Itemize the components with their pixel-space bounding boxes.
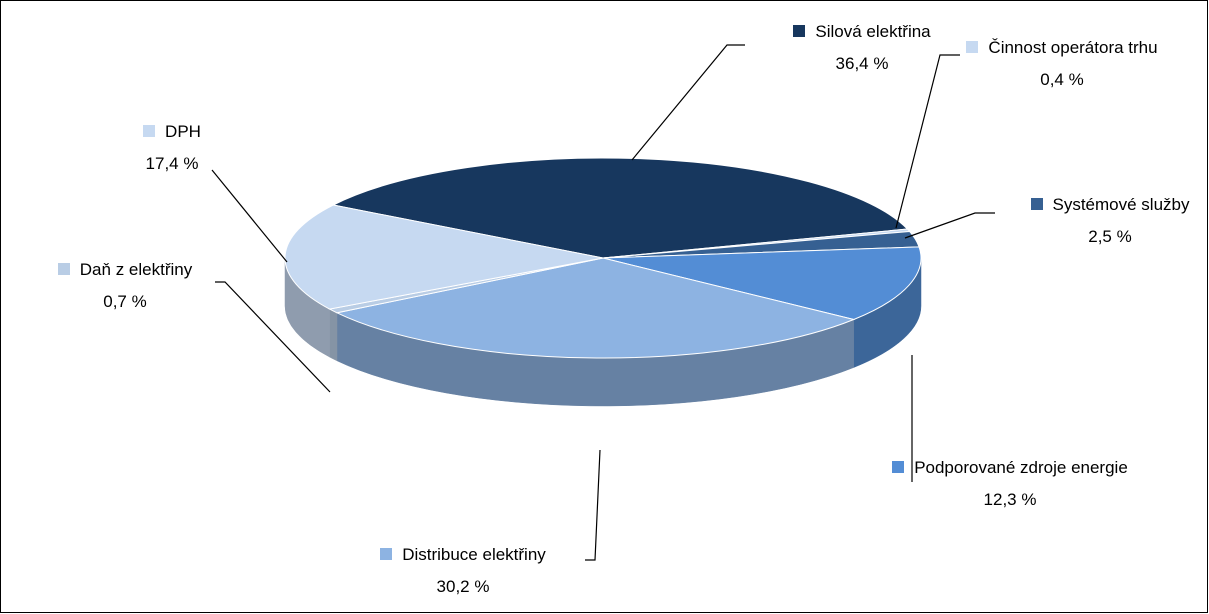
label-name-line: DPH	[102, 116, 242, 148]
value-label: 0,4 %	[1040, 70, 1084, 89]
legend-label: Silová elektřina	[815, 22, 931, 41]
leader-line	[631, 44, 745, 161]
slice-side	[329, 308, 338, 362]
value-label: 12,3 %	[983, 490, 1037, 509]
label-name-line: Daň z elektřiny	[25, 254, 225, 286]
label-name-line: Činnost operátora trhu	[962, 32, 1162, 64]
label-name-line: Distribuce elektřiny	[333, 539, 593, 571]
legend-label: Systémové služby	[1052, 195, 1190, 214]
label-name-line: Podporované zdroje energie	[890, 452, 1130, 484]
slice	[335, 257, 856, 359]
legend-label: DPH	[165, 122, 201, 141]
slice	[284, 204, 604, 310]
value-label: 0,7 %	[103, 292, 147, 311]
data-label: Podporované zdroje energie 12,3 %	[890, 452, 1130, 516]
leader-line	[585, 449, 601, 561]
slice	[602, 246, 922, 321]
legend-swatch	[380, 548, 393, 560]
label-name-line: Systémové služby	[995, 189, 1209, 221]
leader-line	[904, 212, 995, 239]
legend-swatch	[143, 125, 156, 137]
label-name-line: Silová elektřina	[747, 16, 977, 48]
value-label: 30,2 %	[436, 577, 490, 596]
data-label: Systémové služby 2,5 %	[995, 189, 1209, 253]
value-label: 2,5 %	[1088, 227, 1132, 246]
leader-line	[895, 54, 960, 229]
value-label: 36,4 %	[835, 54, 889, 73]
data-label: DPH 17,4 %	[102, 116, 242, 180]
data-label: Distribuce elektřiny 30,2 %	[333, 539, 593, 603]
data-label: Silová elektřina 36,4 %	[747, 16, 977, 80]
legend-swatch	[793, 25, 806, 37]
legend-swatch	[892, 461, 905, 473]
legend-label: Distribuce elektřiny	[402, 545, 546, 564]
legend-label: Činnost operátora trhu	[988, 38, 1158, 57]
legend-swatch	[57, 263, 70, 275]
leader-line	[215, 281, 331, 393]
leader-line	[211, 169, 288, 263]
legend-swatch	[966, 41, 979, 53]
value-label: 17,4 %	[145, 154, 199, 173]
data-label: Daň z elektřiny 0,7 %	[25, 254, 225, 318]
data-label: Činnost operátora trhu 0,4 %	[962, 32, 1162, 96]
legend-label: Daň z elektřiny	[79, 260, 193, 279]
legend-swatch	[1030, 198, 1043, 210]
legend-label: Podporované zdroje energie	[914, 458, 1128, 477]
